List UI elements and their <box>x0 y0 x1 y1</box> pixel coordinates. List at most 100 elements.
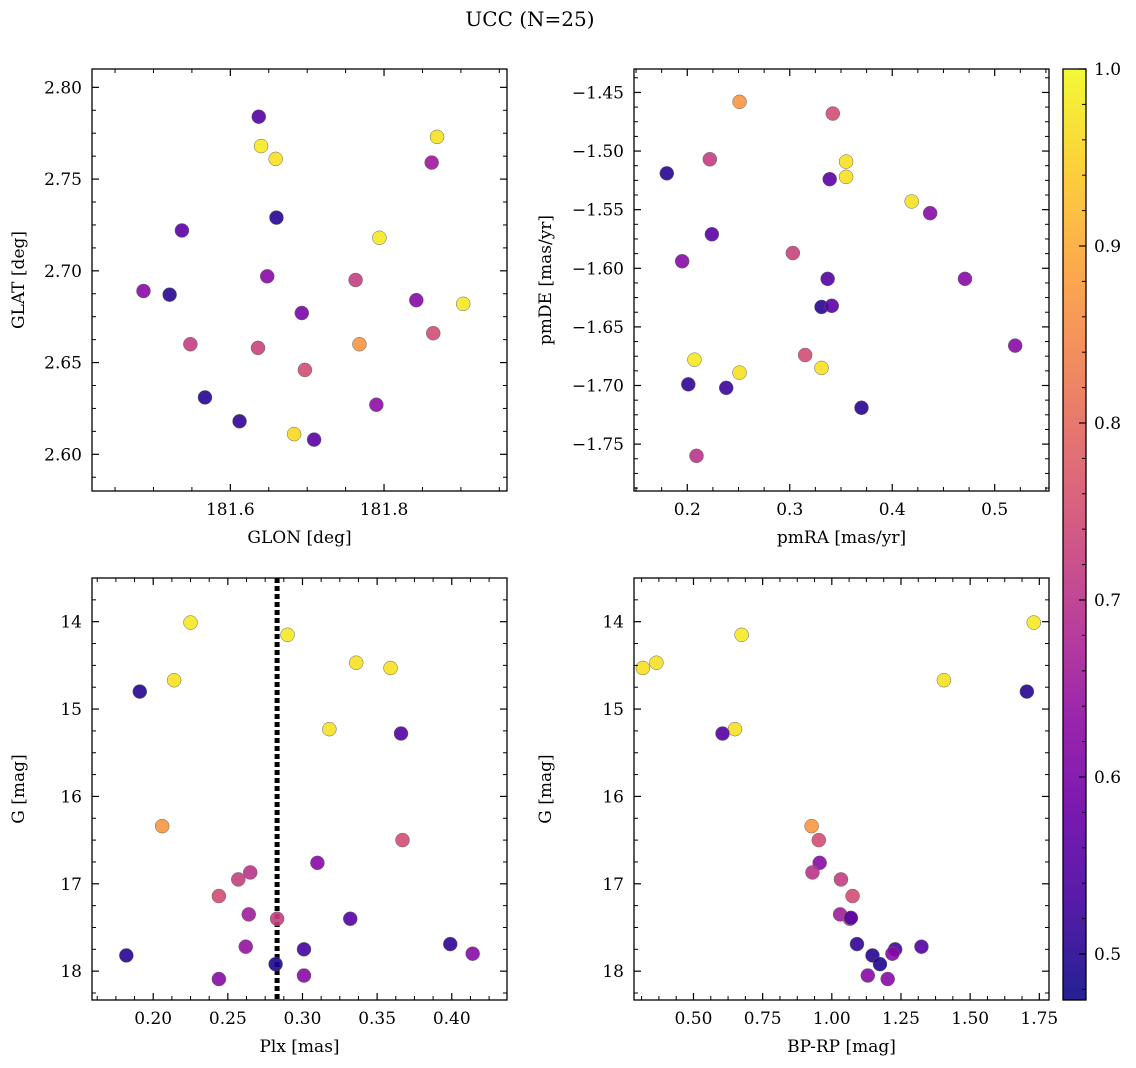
data-point <box>280 627 295 643</box>
data-point <box>310 855 325 871</box>
axes-frame <box>91 577 508 1001</box>
y-tick-label: 2.80 <box>44 78 82 98</box>
data-point <box>297 362 313 378</box>
data-point <box>854 400 869 416</box>
data-point <box>119 948 134 963</box>
data-point <box>797 347 813 363</box>
y-tick-label: 16 <box>60 787 82 807</box>
data-point <box>253 138 269 154</box>
data-point <box>269 911 285 926</box>
x-tick-label: 181.8 <box>360 500 409 520</box>
data-point <box>197 390 213 405</box>
data-point <box>211 888 227 904</box>
data-point <box>718 380 734 396</box>
x-axis-label: Plx [mas] <box>259 1037 339 1057</box>
data-point <box>649 655 664 670</box>
y-tick-label: 2.70 <box>44 262 82 282</box>
data-point <box>259 269 275 284</box>
data-point <box>343 911 358 926</box>
data-point <box>674 253 690 269</box>
data-point <box>238 939 254 954</box>
data-point <box>348 655 364 670</box>
y-tick-label: −1.60 <box>572 259 624 279</box>
data-point <box>885 946 900 961</box>
data-point <box>914 939 929 954</box>
x-tick-label: 0.20 <box>134 1009 172 1029</box>
x-tick-label: 0.35 <box>358 1009 396 1029</box>
scatter-panel-3: 0.20 0.25 0.30 0.35 0.40 14 15 16 17 18 Plx [mas] G… <box>9 577 508 1057</box>
y-tick-label: −1.50 <box>572 142 624 162</box>
data-point <box>372 230 387 246</box>
colorbar-tick-label: 0.6 <box>1094 768 1121 788</box>
data-point <box>957 271 973 287</box>
y-tick-label: −1.65 <box>572 318 624 338</box>
data-point <box>294 305 310 321</box>
data-point <box>424 155 439 170</box>
data-point <box>241 907 256 922</box>
y-tick-label: −1.55 <box>572 201 624 221</box>
y-axis-label: GLAT [deg] <box>9 231 29 329</box>
data-point <box>136 283 151 299</box>
axes-frame <box>633 68 1050 492</box>
data-point <box>455 296 471 312</box>
colorbar-tick-label: 0.9 <box>1094 237 1121 257</box>
data-point <box>904 194 919 209</box>
data-point <box>231 872 246 887</box>
data-point <box>860 968 876 983</box>
data-point <box>872 956 888 972</box>
x-tick-label: 0.4 <box>879 500 906 520</box>
data-point <box>154 818 170 834</box>
data-point <box>833 872 849 887</box>
y-tick-label: 18 <box>60 962 82 982</box>
data-point <box>465 946 480 961</box>
x-tick-label: 0.5 <box>981 500 1008 520</box>
data-point <box>211 971 227 987</box>
data-point <box>845 888 860 904</box>
x-tick-label: 1.50 <box>951 1009 989 1029</box>
data-point <box>348 272 363 288</box>
data-point <box>785 245 801 261</box>
data-point <box>727 721 743 737</box>
data-point <box>824 298 840 314</box>
colorbar: 0.5 0.6 0.7 0.8 0.9 1.0 <box>1062 60 1121 1001</box>
axes-frame <box>91 68 508 492</box>
data-point <box>409 292 424 308</box>
data-point <box>232 414 247 429</box>
x-tick-label: 1.25 <box>882 1009 920 1029</box>
data-point <box>162 287 177 302</box>
colorbar-tick-label: 1.0 <box>1094 60 1121 80</box>
data-point <box>687 352 702 367</box>
x-tick-label: 0.3 <box>776 500 803 520</box>
colorbar-tick-label: 0.7 <box>1094 591 1121 611</box>
data-point <box>166 672 182 688</box>
data-point <box>268 956 283 972</box>
scatter-panel-1: 181.6 181.8 2.60 2.65 2.70 2.75 2.80 GLON [deg]… <box>9 68 508 548</box>
data-point <box>443 936 458 952</box>
data-point <box>425 325 441 341</box>
y-tick-label: 14 <box>602 613 624 633</box>
figure-title: UCC (N=25) <box>465 7 594 31</box>
data-point <box>922 205 938 221</box>
data-point <box>635 660 651 676</box>
x-axis-label: BP-RP [mag] <box>787 1037 896 1057</box>
data-point <box>383 660 398 676</box>
data-point <box>811 832 827 848</box>
x-axis-label: pmRA [mas/yr] <box>777 528 906 548</box>
panels: 181.6 181.8 2.60 2.65 2.70 2.75 2.80 GLON [deg]… <box>9 68 1058 1057</box>
data-point <box>174 223 190 238</box>
data-point <box>849 936 865 952</box>
data-point <box>822 171 837 187</box>
colorbar-tick-label: 0.8 <box>1094 414 1121 434</box>
data-point <box>843 910 859 926</box>
data-point <box>1019 684 1035 699</box>
data-point <box>395 832 410 848</box>
x-tick-label: 0.2 <box>674 500 701 520</box>
data-point <box>681 377 696 392</box>
x-tick-label: 1.00 <box>813 1009 851 1029</box>
data-point <box>659 166 675 181</box>
data-point <box>825 106 841 121</box>
y-tick-label: 2.75 <box>44 170 82 190</box>
data-point <box>429 129 445 145</box>
y-tick-label: 15 <box>602 700 624 720</box>
